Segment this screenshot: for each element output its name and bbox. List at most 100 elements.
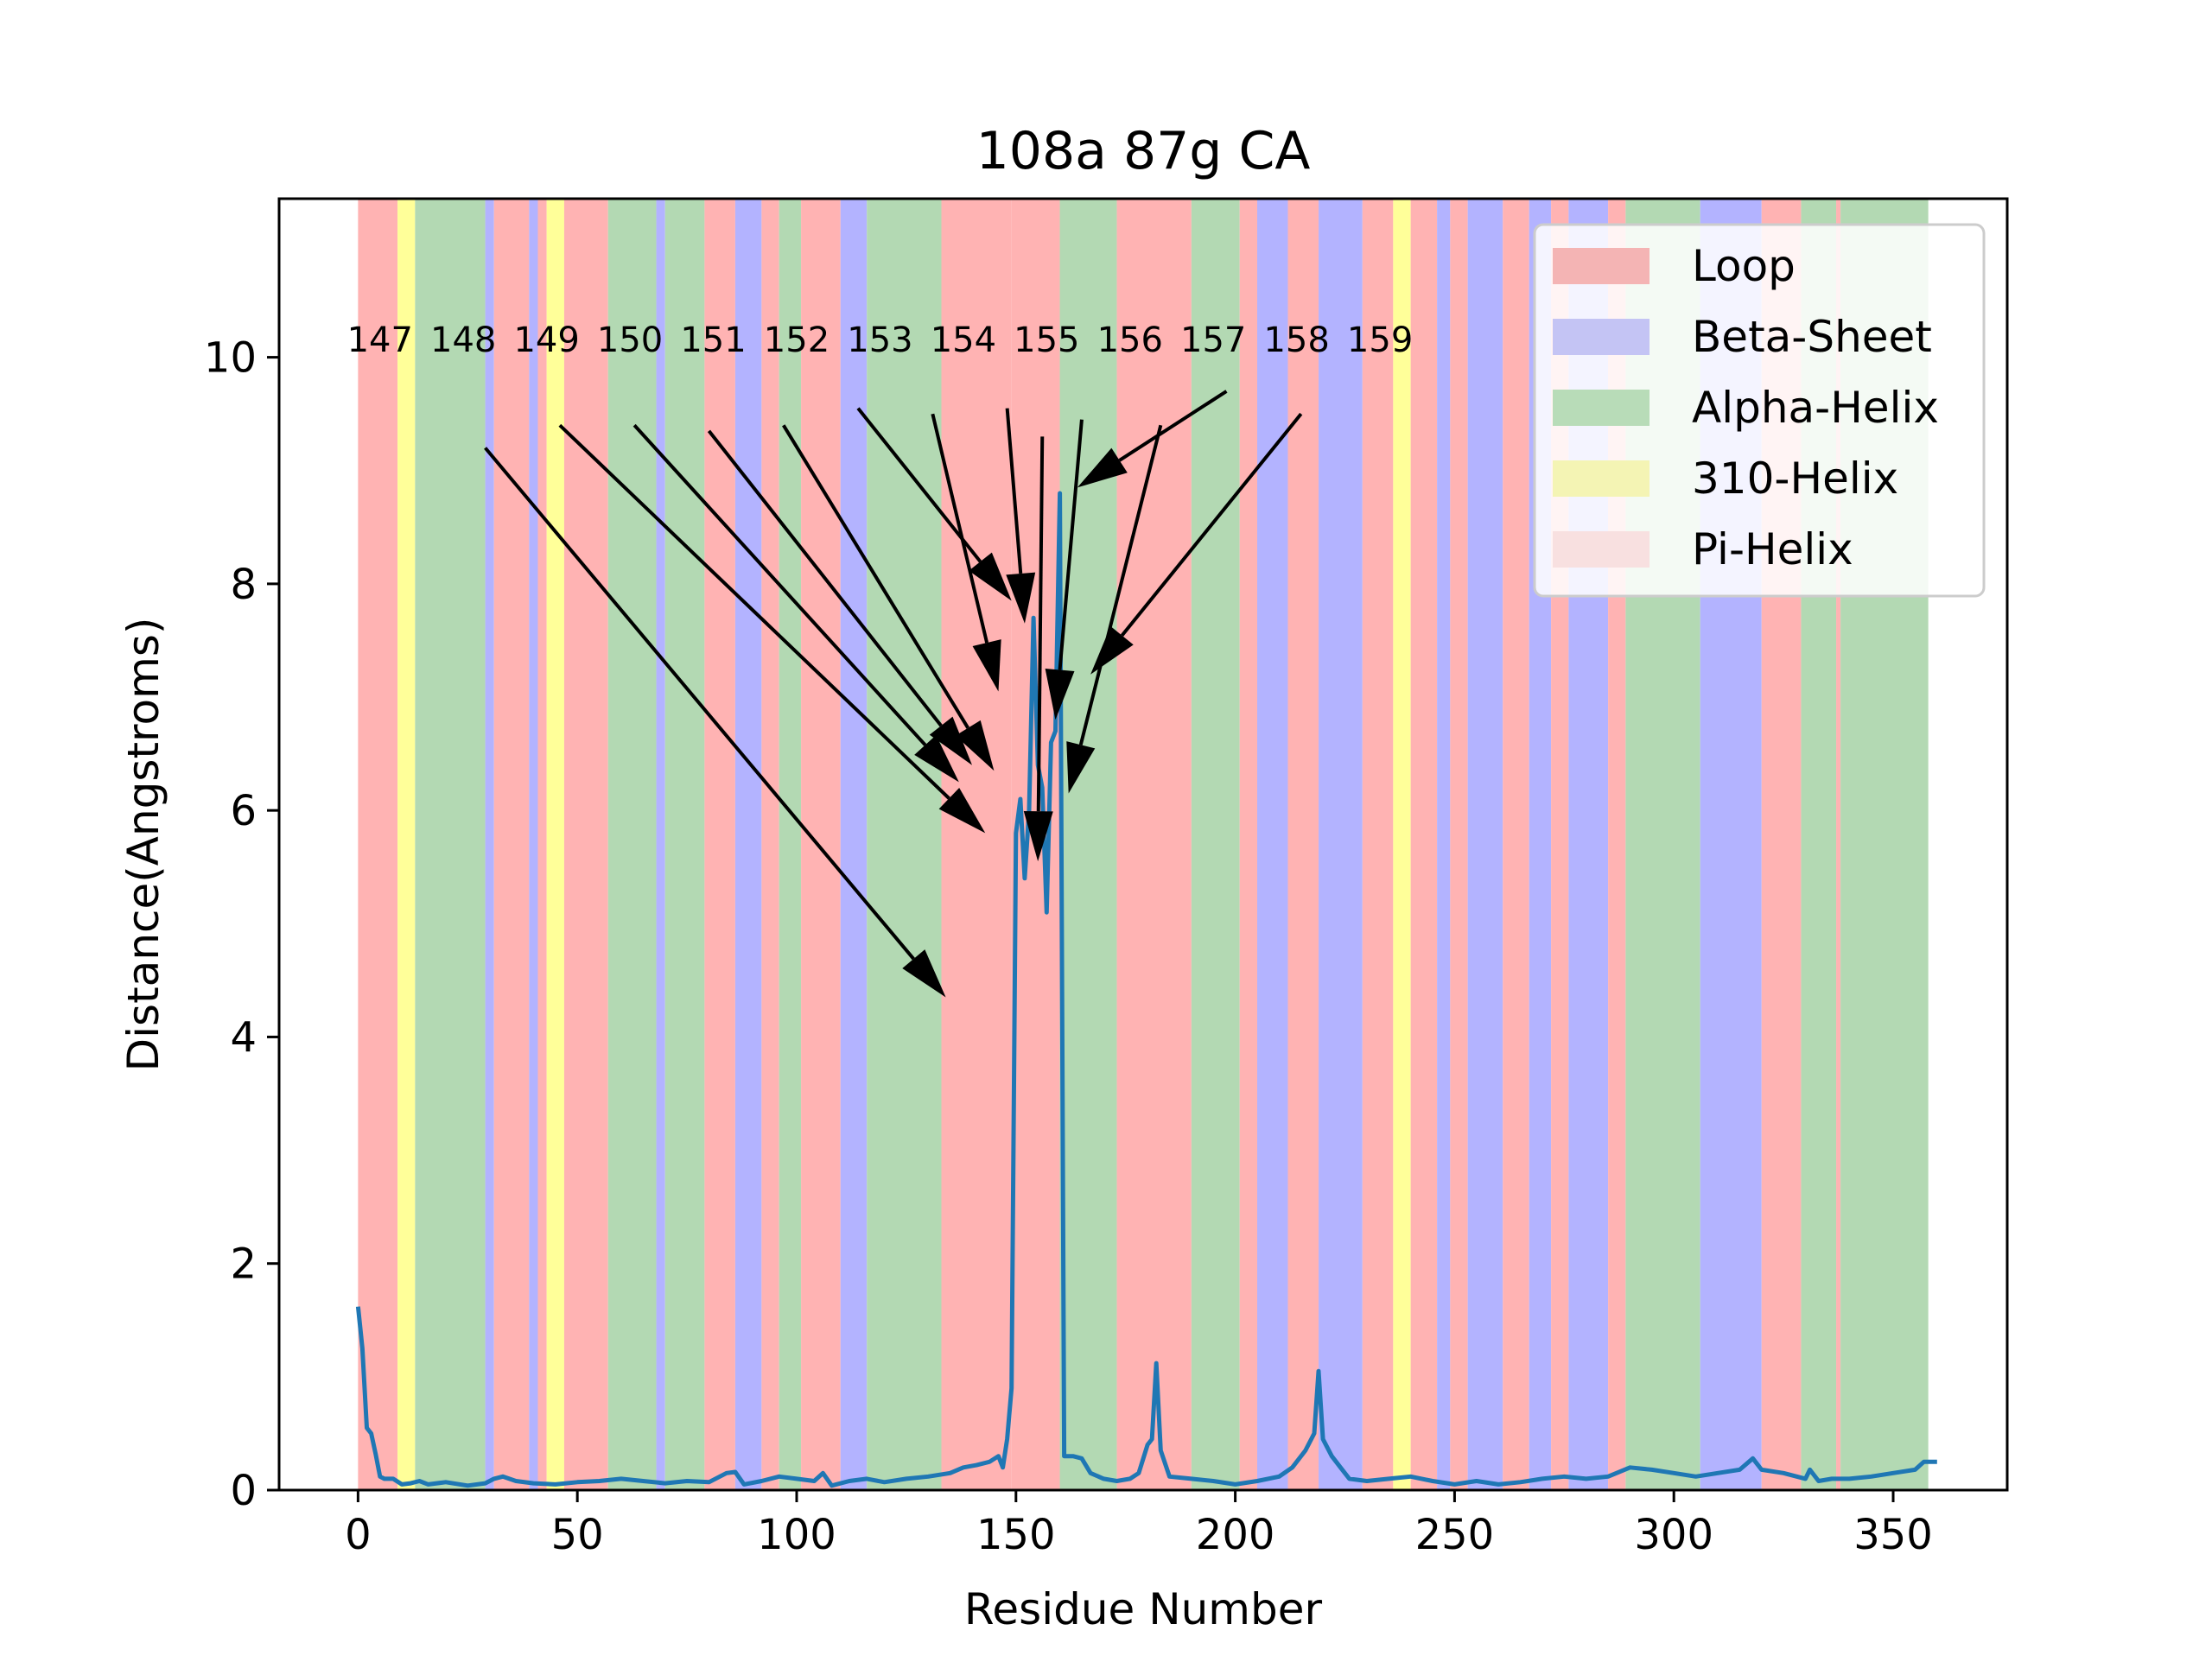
legend-label: Loop: [1692, 241, 1796, 291]
annotation-arrow-158: [1078, 424, 1163, 745]
annotation-label-157: 157: [1180, 320, 1246, 360]
legend-box: [1533, 223, 1986, 598]
legend-swatch: [1553, 460, 1649, 497]
x-axis-ticks: 0 50 100 150 200 250 300 350: [345, 1490, 1933, 1559]
structure-band-L: [493, 199, 530, 1490]
structure-band-A: [607, 199, 657, 1490]
annotation-label-153: 153: [847, 320, 912, 360]
annotation-arrowhead-158: [1066, 741, 1096, 794]
data-series: [355, 491, 1937, 1488]
x-axis-label: Residue Number: [964, 1584, 1323, 1634]
structure-band-L: [704, 199, 735, 1490]
y-axis-label: Distance(Angstroms): [118, 618, 168, 1072]
structure-band-A: [664, 199, 705, 1490]
annotation-label-159: 159: [1347, 320, 1413, 360]
structure-band-L: [537, 199, 547, 1490]
y-tick-label: 4: [230, 1013, 257, 1062]
y-axis-ticks: 0 2 4 6 8 10: [204, 334, 279, 1515]
legend-label: Beta-Sheet: [1692, 312, 1932, 362]
legend-label: Pi-Helix: [1692, 524, 1853, 574]
structure-band-B: [1437, 199, 1451, 1490]
annotation-arrow-147: [484, 447, 915, 961]
structure-band-L: [761, 199, 779, 1490]
structure-band-L: [1116, 199, 1192, 1490]
annotation-arrow-154: [1005, 408, 1023, 574]
structure-band-T: [546, 199, 564, 1490]
y-tick-label: 6: [230, 787, 257, 835]
x-tick-label: 0: [345, 1511, 372, 1559]
annotation-label-147: 147: [347, 320, 413, 360]
structure-band-T: [397, 199, 416, 1490]
annotation-arrow-153: [931, 413, 989, 644]
x-tick-label: 250: [1415, 1511, 1495, 1559]
legend-swatch: [1553, 531, 1649, 568]
structure-band-A: [1059, 199, 1117, 1490]
y-tick-label: 10: [204, 334, 257, 383]
y-tick-label: 0: [230, 1467, 257, 1515]
structure-band-B: [1467, 199, 1503, 1490]
y-tick-label: 8: [230, 561, 257, 609]
annotation-arrow-159: [1120, 412, 1303, 637]
legend-label: 310-Helix: [1692, 454, 1898, 504]
legend-label: Alpha-Helix: [1692, 383, 1939, 433]
annotation-arrowhead-153: [972, 639, 1001, 692]
x-tick-label: 200: [1196, 1511, 1275, 1559]
annotation-label-154: 154: [931, 320, 996, 360]
structure-band-L: [1287, 199, 1319, 1490]
structure-band-L: [1450, 199, 1468, 1490]
structure-band-L: [1836, 199, 1841, 1490]
structure-band-L: [563, 199, 608, 1490]
annotation-arrowhead-149: [914, 735, 959, 783]
annotation-arrow-149: [632, 423, 927, 746]
legend: Loop Beta-Sheet Alpha-Helix 310-Helix Pi-Hel…: [1533, 223, 1986, 598]
x-tick-label: 350: [1853, 1511, 1933, 1559]
annotation-arrowhead-151: [955, 720, 995, 771]
annotation-label-148: 148: [430, 320, 496, 360]
legend-swatch: [1553, 248, 1649, 284]
annotation-arrowhead-157: [1077, 447, 1128, 488]
annotation-arrowhead-154: [1006, 572, 1036, 624]
annotation-arrow-155: [1036, 436, 1045, 812]
annotation-arrow-156: [1058, 419, 1084, 670]
annotation-arrowhead-152: [969, 552, 1012, 601]
structure-band-A: [415, 199, 486, 1490]
annotation-label-151: 151: [680, 320, 746, 360]
structure-band-L: [358, 199, 398, 1490]
x-tick-label: 150: [976, 1511, 1056, 1559]
structure-band-A: [867, 199, 942, 1490]
annotation-arrowhead-150: [929, 716, 973, 765]
structure-band-B: [734, 199, 762, 1490]
series-line-0: [355, 491, 1937, 1488]
annotation-label-149: 149: [513, 320, 579, 360]
structure-band-B: [840, 199, 868, 1490]
structure-band-L: [1362, 199, 1394, 1490]
annotation-label-152: 152: [764, 320, 830, 360]
annotation-label-156: 156: [1097, 320, 1163, 360]
annotation-arrowhead-159: [1090, 625, 1134, 675]
annotation-arrow-151: [782, 424, 969, 729]
structure-band-L: [941, 199, 1012, 1490]
plot-frame: [277, 197, 2009, 1492]
chart-title: 108a 87g CA: [976, 121, 1311, 181]
annotations: 147 148 149 150 151 152 153 154 155 156 157 158 159: [347, 320, 1413, 998]
secondary-structure-bands: [358, 199, 1929, 1490]
legend-swatch: [1553, 390, 1649, 426]
structure-band-B: [529, 199, 538, 1490]
x-tick-label: 50: [551, 1511, 604, 1559]
structure-band-B: [485, 199, 494, 1490]
structure-band-T: [1393, 199, 1411, 1490]
annotation-arrow-157: [1118, 390, 1228, 462]
annotation-arrowhead-147: [902, 949, 946, 998]
annotation-arrowhead-155: [1023, 810, 1053, 862]
annotation-arrowhead-156: [1045, 668, 1075, 720]
structure-band-L: [1410, 199, 1438, 1490]
annotation-label-155: 155: [1014, 320, 1079, 360]
structure-band-A: [779, 199, 802, 1490]
annotation-arrow-150: [707, 429, 943, 727]
structure-band-L: [801, 199, 841, 1490]
x-tick-label: 300: [1634, 1511, 1713, 1559]
annotation-arrow-148: [558, 423, 950, 800]
structure-band-L: [1239, 199, 1257, 1490]
structure-band-B: [656, 199, 665, 1490]
